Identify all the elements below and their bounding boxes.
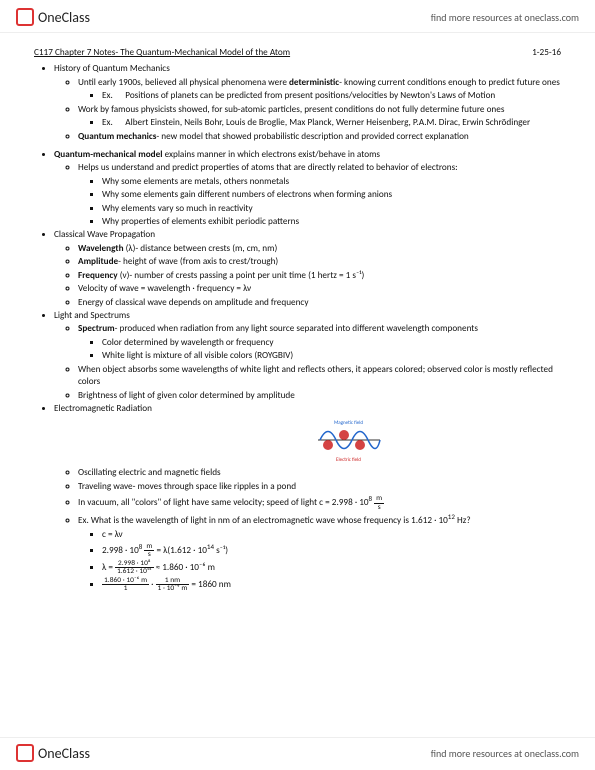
list-item: Helps us understand and predict properti… xyxy=(78,162,561,228)
text: - new model that showed probabilistic de… xyxy=(156,131,468,142)
list-item: Spectrum- produced when radiation from a… xyxy=(78,323,561,362)
list-item: When object absorbs some wavelengths of … xyxy=(78,364,561,389)
text: - produced when radiation from any light… xyxy=(115,323,478,334)
ele-label: Electric field xyxy=(336,457,361,463)
list-item: Ex. Albert Einstein, Neils Bohr, Louis d… xyxy=(102,117,561,129)
denominator: 1 xyxy=(102,585,149,593)
section-em: Electromagnetic Radiation Magnetic field… xyxy=(54,403,561,593)
ex-label: Ex. xyxy=(102,117,113,128)
term-frequency: Frequency xyxy=(78,270,118,281)
list-item: Quantum mechanics- new model that showed… xyxy=(78,131,561,143)
list-item: Oscillating electric and magnetic fields xyxy=(78,467,561,479)
list-item: Ex. What is the wavelength of light in n… xyxy=(78,512,561,593)
section-model: Quantum-mechanical model explains manner… xyxy=(54,149,561,229)
text: - height of wave (from axis to crest/tro… xyxy=(118,256,278,267)
term-amplitude: Amplitude xyxy=(78,256,118,267)
text: - knowing current conditions enough to p… xyxy=(339,77,560,88)
resources-link[interactable]: find more resources at oneclass.com xyxy=(431,11,579,24)
term-wavelength: Wavelength xyxy=(78,243,124,254)
list-item: Velocity of wave = wavelength · frequenc… xyxy=(78,283,561,295)
light-heading: Light and Spectrums xyxy=(54,310,130,321)
list-item: Work by famous physicists showed, for su… xyxy=(78,104,561,130)
list-item: Why properties of elements exhibit perio… xyxy=(102,216,561,228)
text: Positions of planets can be predicted fr… xyxy=(125,90,495,101)
text: (ν)- number of crests passing a point pe… xyxy=(118,270,365,281)
text: = λ(1.612 · 10 xyxy=(156,545,206,556)
list-item: 2.998 · 108 ms = λ(1.612 · 1014 s⁻¹) xyxy=(102,542,561,559)
list-item: Frequency (ν)- number of crests passing … xyxy=(78,270,561,282)
list-item: Why some elements are metals, others non… xyxy=(102,176,561,188)
list-item: Brightness of light of given color deter… xyxy=(78,390,561,402)
fraction: ms xyxy=(374,495,384,511)
doc-date: 1-25-16 xyxy=(532,47,561,59)
text: λ = xyxy=(102,562,115,573)
list-item: Energy of classical wave depends on ampl… xyxy=(78,297,561,309)
document-body: C117 Chapter 7 Notes- The Quantum-Mechan… xyxy=(0,33,595,593)
logo-icon xyxy=(16,8,34,26)
list-item: Ex. Positions of planets can be predicte… xyxy=(102,90,561,102)
text: (λ)- distance between crests (m, cm, nm) xyxy=(124,243,278,254)
exp: 8 xyxy=(139,542,143,551)
fraction: 1.860 · 10⁻⁶ m 1 xyxy=(102,577,149,593)
text: Albert Einstein, Neils Bohr, Louis de Br… xyxy=(125,117,530,128)
text: = 1860 nm xyxy=(191,579,231,590)
brand-name-footer: OneClass xyxy=(38,745,90,762)
list-item: 1.860 · 10⁻⁶ m 1 · 1 nm 1 · 10⁻⁹ m = 186… xyxy=(102,577,561,593)
list-item: Amplitude- height of wave (from axis to … xyxy=(78,256,561,268)
title-row: C117 Chapter 7 Notes- The Quantum-Mechan… xyxy=(34,47,561,59)
text: 2.998 · 10 xyxy=(102,545,139,556)
text: Work by famous physicists showed, for su… xyxy=(78,104,504,115)
term-model: Quantum-mechanical model xyxy=(54,149,163,160)
exp: 14 xyxy=(207,542,214,551)
list-item: Color determined by wavelength or freque… xyxy=(102,337,561,349)
fraction: 2.998 · 10⁸ 1.612 · 10¹⁴ xyxy=(115,560,154,576)
section-light: Light and Spectrums Spectrum- produced w… xyxy=(54,310,561,402)
exp: 12 xyxy=(448,512,455,521)
list-item: Wavelength (λ)- distance between crests … xyxy=(78,243,561,255)
list-item: Until early 1900s, believed all physical… xyxy=(78,77,561,103)
list-item: Why elements vary so much in reactivity xyxy=(102,203,561,215)
em-heading: Electromagnetic Radiation xyxy=(54,403,152,414)
denominator: 1 · 10⁻⁹ m xyxy=(156,585,190,593)
text: Helps us understand and predict properti… xyxy=(78,162,458,173)
term-deterministic: deterministic xyxy=(289,77,339,88)
brand-name: OneClass xyxy=(38,9,90,26)
page-header: OneClass find more resources at oneclass… xyxy=(0,0,595,33)
text: In vacuum, all "colors" of light have sa… xyxy=(78,497,369,508)
logo-icon xyxy=(16,744,34,762)
fraction: ms xyxy=(144,543,154,559)
list-item: λ = 2.998 · 10⁸ 1.612 · 10¹⁴ ≈ 1.860 · 1… xyxy=(102,560,561,576)
list-item: Traveling wave- moves through space like… xyxy=(78,481,561,493)
section-wave: Classical Wave Propagation Wavelength (λ… xyxy=(54,229,561,309)
term-qm: Quantum mechanics xyxy=(78,131,156,142)
list-item: White light is mixture of all visible co… xyxy=(102,350,561,362)
list-item: c = λν xyxy=(102,529,561,541)
mag-label: Magnetic field xyxy=(334,420,363,426)
ex-label: Ex. xyxy=(102,90,113,101)
text: Ex. What is the wavelength of light in n… xyxy=(78,515,448,526)
resources-link-footer[interactable]: find more resources at oneclass.com xyxy=(431,747,579,760)
em-wave-svg: Magnetic field Electric field xyxy=(314,417,384,463)
brand-logo: OneClass xyxy=(16,8,90,26)
term-spectrum: Spectrum xyxy=(78,323,115,334)
text: s⁻¹) xyxy=(214,545,228,556)
text: explains manner in which electrons exist… xyxy=(163,149,381,160)
section-history: History of Quantum Mechanics Until early… xyxy=(54,63,561,143)
history-heading: History of Quantum Mechanics xyxy=(54,63,170,74)
wave-heading: Classical Wave Propagation xyxy=(54,229,155,240)
denominator: 1.612 · 10¹⁴ xyxy=(115,568,154,576)
list-item: Why some elements gain different numbers… xyxy=(102,189,561,201)
page-title: C117 Chapter 7 Notes- The Quantum-Mechan… xyxy=(34,47,290,59)
brand-logo-footer: OneClass xyxy=(16,744,90,762)
page-footer: OneClass find more resources at oneclass… xyxy=(0,737,595,770)
text: Until early 1900s, believed all physical… xyxy=(78,77,289,88)
list-item: In vacuum, all "colors" of light have sa… xyxy=(78,494,561,511)
text: ≈ 1.860 · 10⁻⁶ m xyxy=(156,562,215,573)
em-wave-diagram: Magnetic field Electric field xyxy=(314,417,384,463)
fraction: 1 nm 1 · 10⁻⁹ m xyxy=(156,577,190,593)
notes-list: History of Quantum Mechanics Until early… xyxy=(34,63,561,592)
text: Hz? xyxy=(455,515,471,526)
exp: 8 xyxy=(369,494,373,503)
